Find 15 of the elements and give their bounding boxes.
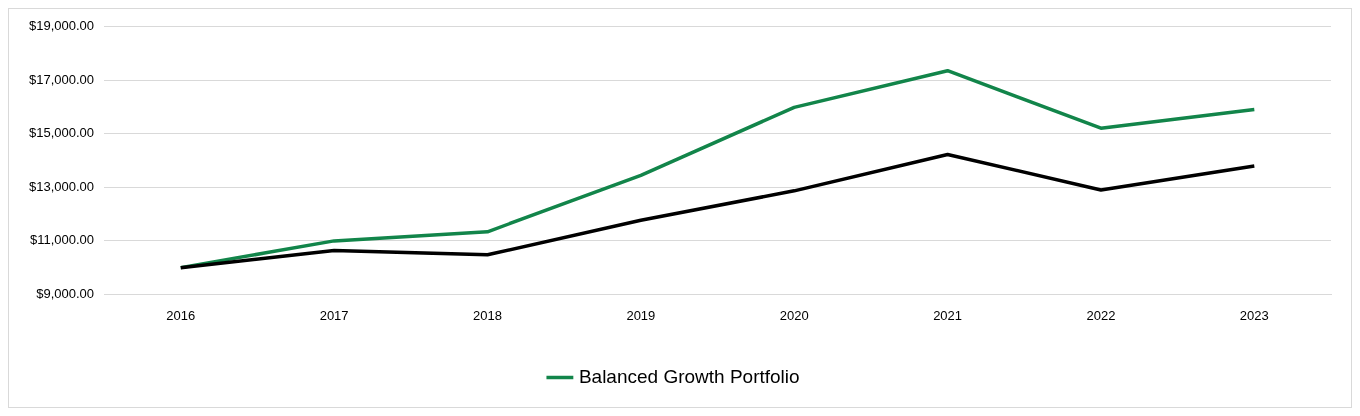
y-tick-label: $19,000.00 [28,18,95,34]
x-tick-label: 2018 [473,307,502,323]
x-tick-label: 2022 [1086,307,1116,323]
x-tick-label: 2016 [166,307,196,323]
y-tick-label: $13,000.00 [28,178,95,194]
x-tick-label: 2017 [319,307,349,323]
x-tick-label: 2021 [933,307,963,323]
y-tick-label: $17,000.00 [28,71,95,87]
y-tick-label: $9,000.00 [36,285,95,301]
x-tick-label: 2023 [1239,307,1269,323]
y-tick-label: $15,000.00 [28,125,95,141]
x-tick-label: 2020 [779,307,809,323]
legend-label: Balanced Growth Portfolio [578,365,800,387]
x-tick-label: 2019 [626,307,656,323]
y-tick-label: $11,000.00 [29,232,95,248]
